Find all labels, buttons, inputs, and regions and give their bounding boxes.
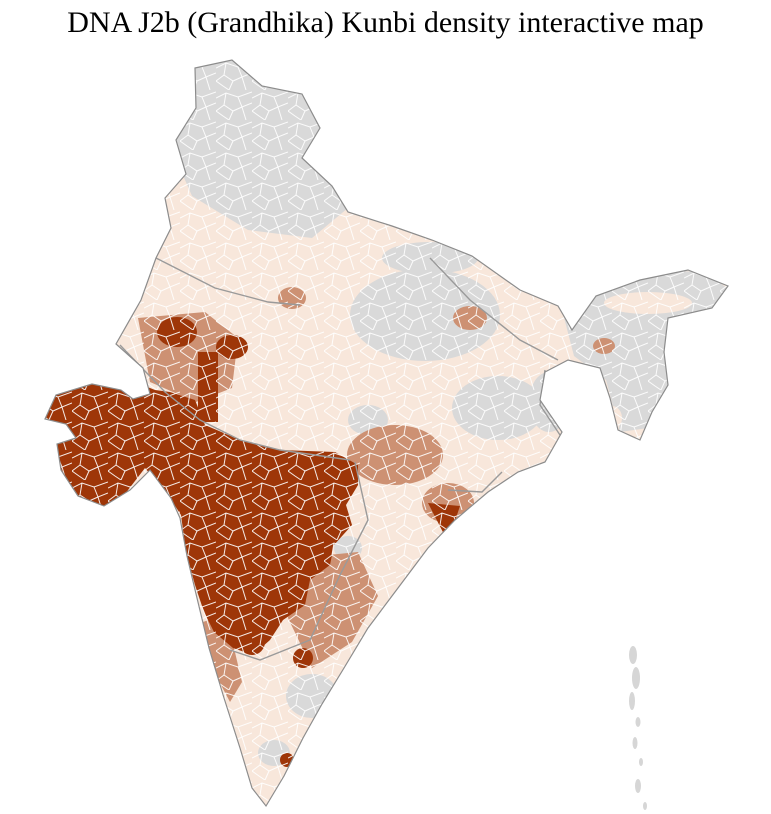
state-border-line bbox=[429, 257, 559, 361]
state-border-line bbox=[229, 461, 369, 661]
island[interactable] bbox=[632, 667, 640, 689]
district-mesh-overlay bbox=[45, 60, 728, 806]
india-landmass[interactable] bbox=[0, 40, 771, 814]
island[interactable] bbox=[639, 758, 643, 766]
island[interactable] bbox=[632, 737, 638, 749]
island[interactable] bbox=[643, 802, 647, 810]
state-border-line bbox=[119, 344, 351, 461]
state-borders bbox=[119, 257, 561, 661]
island[interactable] bbox=[635, 779, 641, 793]
island[interactable] bbox=[629, 692, 635, 710]
state-border-line bbox=[447, 471, 503, 493]
island[interactable] bbox=[629, 646, 637, 664]
andaman-islands[interactable] bbox=[629, 646, 647, 810]
island[interactable] bbox=[635, 717, 641, 727]
india-outline bbox=[44, 59, 729, 808]
state-border-line bbox=[155, 257, 301, 306]
page-title: DNA J2b (Grandhika) Kunbi density intera… bbox=[67, 6, 704, 39]
